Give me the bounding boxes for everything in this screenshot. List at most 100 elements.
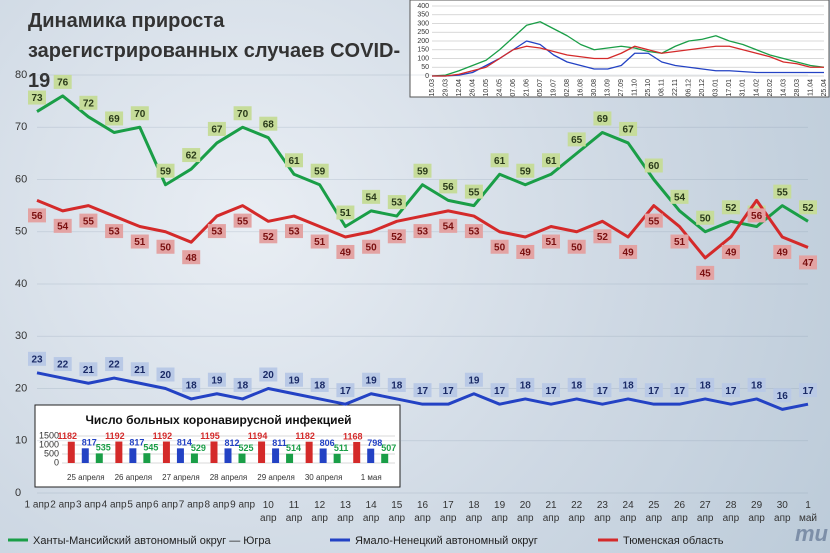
label-box	[79, 362, 98, 377]
x-tick-label: 08.11	[659, 79, 666, 96]
data-label: 54	[443, 221, 455, 232]
x-tick-label: 9 апр	[230, 500, 255, 511]
label-box	[567, 239, 586, 254]
bar	[129, 448, 137, 463]
data-label: 18	[186, 381, 198, 392]
x-tick-label: 3 апр	[76, 500, 101, 511]
data-label: 20	[160, 370, 172, 381]
label-box	[207, 372, 226, 387]
data-label: 50	[366, 242, 378, 253]
data-label: 53	[109, 227, 121, 238]
label-box	[516, 377, 535, 392]
data-label: 17	[802, 386, 814, 397]
data-label: 67	[623, 125, 635, 136]
x-tick-label: 1 мая	[361, 473, 382, 482]
label-box	[799, 200, 817, 215]
logo: mu	[795, 521, 829, 546]
data-label: 545	[143, 443, 158, 453]
label-box	[413, 224, 432, 239]
label-box	[156, 367, 175, 382]
label-box	[721, 383, 740, 398]
label-box	[439, 179, 458, 194]
data-label: 76	[57, 78, 69, 89]
x-tick-label: 25 апреля	[67, 473, 105, 482]
legend-label: Ямало-Ненецкий автономный округ	[355, 535, 538, 547]
x-tick-label: 31.01	[740, 79, 747, 97]
label-box	[696, 265, 715, 280]
x-tick-label: 03.01	[713, 79, 720, 97]
data-label: 535	[96, 443, 111, 453]
label-box	[28, 90, 46, 105]
y-tick-label: 400	[417, 3, 429, 10]
data-label: 18	[314, 381, 326, 392]
label-box	[490, 153, 509, 168]
x-tick-label: 14 апр	[363, 500, 380, 524]
x-tick-label: 14.03	[780, 79, 787, 97]
series-line	[36, 94, 809, 234]
data-label: 514	[286, 443, 301, 453]
label-box	[516, 244, 535, 259]
x-tick-label: 30 апр	[774, 500, 791, 524]
label-box	[542, 234, 560, 249]
x-tick-label: 25.10	[645, 79, 652, 97]
label-box	[490, 239, 509, 254]
label-box	[721, 244, 740, 259]
data-label: 21	[83, 365, 95, 376]
label-box	[336, 205, 355, 220]
label-box	[644, 383, 663, 398]
bar	[353, 441, 361, 463]
label-box	[182, 250, 201, 265]
x-tick-label: 17 апр	[440, 500, 457, 524]
x-tick-label: 10.05	[483, 79, 490, 97]
data-label: 67	[211, 125, 223, 136]
data-label: 51	[314, 237, 326, 248]
data-label: 22	[57, 360, 69, 371]
data-label: 817	[129, 438, 144, 448]
data-label: 59	[314, 166, 326, 177]
x-tick-label: 21.06	[523, 79, 530, 97]
data-label: 51	[674, 237, 686, 248]
y-tick-label: 350	[417, 12, 429, 19]
label-box	[773, 388, 792, 403]
label-box	[516, 163, 535, 178]
series-line	[431, 21, 825, 77]
data-label: 47	[802, 258, 814, 269]
x-tick-label: 29.03	[442, 79, 449, 97]
data-label: 18	[571, 381, 583, 392]
data-label: 49	[777, 248, 789, 259]
label-box	[799, 383, 817, 398]
label-box	[207, 121, 226, 136]
data-label: 17	[494, 386, 506, 397]
bar	[238, 453, 246, 463]
bar	[95, 453, 103, 463]
label-box	[773, 244, 792, 259]
label-box	[670, 189, 689, 204]
data-label: 17	[340, 386, 352, 397]
data-label: 17	[725, 386, 737, 397]
label-box	[182, 377, 201, 392]
data-label: 18	[623, 381, 635, 392]
data-label: 53	[288, 227, 300, 238]
data-label: 511	[334, 443, 349, 453]
label-box	[593, 111, 612, 126]
x-tick-label: 07.06	[510, 79, 517, 97]
x-tick-label: 20 апр	[517, 500, 534, 524]
y-tick-label: 10	[15, 435, 27, 447]
label-box	[79, 213, 98, 228]
bar	[210, 441, 218, 463]
data-label: 52	[263, 232, 275, 243]
label-box	[362, 372, 381, 387]
label-box	[413, 163, 432, 178]
data-label: 52	[597, 232, 609, 243]
y-tick-label: 500	[44, 448, 59, 458]
label-box	[721, 200, 740, 215]
x-tick-label: 12.04	[456, 79, 463, 97]
data-label: 19	[468, 375, 480, 386]
label-box	[233, 213, 252, 228]
bar	[367, 448, 375, 463]
data-label: 1182	[58, 431, 78, 441]
x-tick-label: 16 апр	[414, 500, 431, 524]
label-box	[619, 244, 638, 259]
label-box	[799, 255, 817, 270]
